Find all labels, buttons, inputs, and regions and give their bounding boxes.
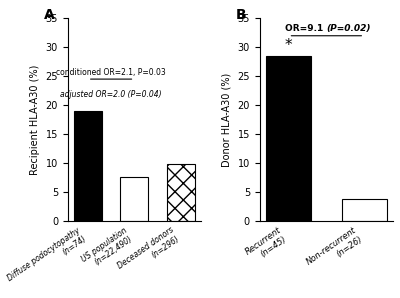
Text: adjusted OR=2.0 (P=0.04): adjusted OR=2.0 (P=0.04) (60, 90, 162, 99)
Text: conditioned OR=2.1, P=0.03: conditioned OR=2.1, P=0.03 (56, 68, 166, 77)
Text: B: B (236, 8, 246, 22)
Y-axis label: Recipient HLA-A30 (%): Recipient HLA-A30 (%) (30, 64, 40, 175)
Y-axis label: Donor HLA-A30 (%): Donor HLA-A30 (%) (222, 72, 232, 167)
Text: *: * (285, 38, 292, 53)
Bar (266, 56, 311, 221)
Bar (120, 177, 148, 221)
Bar (74, 111, 102, 221)
Text: OR=9.1: OR=9.1 (285, 24, 326, 33)
Text: (P=0.02): (P=0.02) (326, 24, 371, 33)
Text: A: A (44, 8, 54, 22)
Bar (342, 199, 387, 221)
Bar (167, 164, 195, 221)
